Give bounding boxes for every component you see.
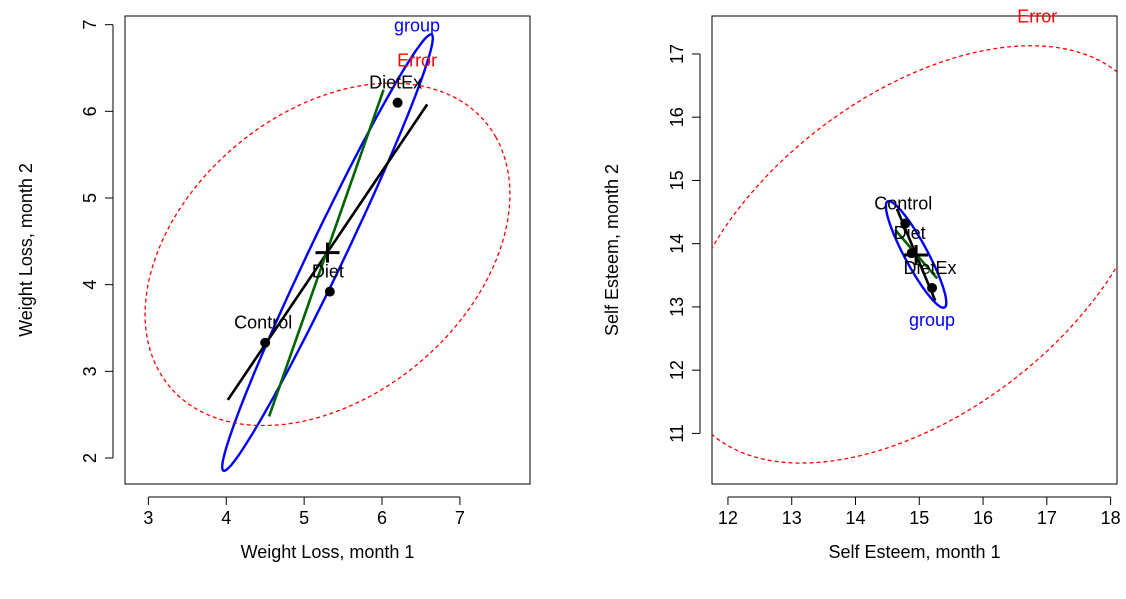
y-tick-label: 5 bbox=[80, 193, 100, 203]
point-label-diet: Diet bbox=[312, 262, 344, 282]
y-tick-label: 7 bbox=[80, 20, 100, 30]
ellipse-label-error: Error bbox=[1017, 6, 1057, 26]
chart-panel-1: 3 4 5 6 7 2 3 4 5 6 7 Weight Loss, month 1 Weight Lo… bbox=[16, 15, 531, 562]
point-label-diet: Diet bbox=[894, 223, 926, 243]
x-tick-label: 6 bbox=[377, 508, 387, 528]
ellipse-label-group: group bbox=[909, 310, 955, 330]
x-axis-label: Self Esteem, month 1 bbox=[828, 542, 1000, 562]
y-tick-label: 2 bbox=[80, 453, 100, 463]
point-label-dietex: DietEx bbox=[904, 258, 957, 278]
plot-area bbox=[144, 33, 511, 473]
ellipse-label-group: group bbox=[394, 16, 440, 36]
plot-frame bbox=[124, 15, 531, 485]
x-tick-label: 7 bbox=[455, 508, 465, 528]
plot-area bbox=[712, 45, 1117, 464]
y-tick-label: 17 bbox=[667, 44, 687, 64]
y-tick-label: 4 bbox=[80, 280, 100, 290]
ellipse-group bbox=[884, 199, 948, 309]
x-tick-label: 4 bbox=[221, 508, 231, 528]
x-axis-label: Weight Loss, month 1 bbox=[241, 542, 415, 562]
y-tick-label: 6 bbox=[80, 106, 100, 116]
point-label-control: Control bbox=[874, 193, 932, 213]
ellipse-label-error: Error bbox=[397, 50, 437, 70]
x-tick-label: 14 bbox=[845, 508, 865, 528]
point-label-control: Control bbox=[234, 313, 292, 333]
x-tick-label: 16 bbox=[973, 508, 993, 528]
x-tick-label: 13 bbox=[782, 508, 802, 528]
point-dietex bbox=[392, 97, 403, 108]
chart-panel-2: 12 13 14 15 16 17 18 11 12 13 14 15 16 17 Self Esteem,… bbox=[602, 6, 1121, 562]
x-tick-label: 15 bbox=[909, 508, 929, 528]
point-dietex bbox=[927, 282, 938, 293]
y-tick-label: 15 bbox=[667, 170, 687, 190]
y-tick-label: 3 bbox=[80, 366, 100, 376]
x-tick-label: 17 bbox=[1037, 508, 1057, 528]
point-label-dietex: DietEx bbox=[369, 73, 422, 93]
point-control bbox=[260, 337, 271, 348]
y-axis-label: Weight Loss, month 2 bbox=[16, 163, 36, 337]
y-tick-label: 13 bbox=[667, 297, 687, 317]
point-diet bbox=[906, 248, 917, 259]
y-tick-label: 12 bbox=[667, 360, 687, 380]
point-diet bbox=[324, 286, 335, 297]
y-tick-label: 16 bbox=[667, 107, 687, 127]
ellipse-error bbox=[144, 82, 511, 427]
point-control bbox=[900, 218, 911, 229]
x-tick-label: 3 bbox=[143, 508, 153, 528]
x-tick-label: 5 bbox=[299, 508, 309, 528]
x-tick-label: 18 bbox=[1101, 508, 1121, 528]
plot-frame bbox=[711, 15, 1118, 485]
y-axis-label: Self Esteem, month 2 bbox=[602, 164, 622, 336]
x-tick-label: 12 bbox=[718, 508, 738, 528]
y-tick-label: 14 bbox=[667, 234, 687, 254]
y-tick-label: 11 bbox=[667, 424, 687, 443]
